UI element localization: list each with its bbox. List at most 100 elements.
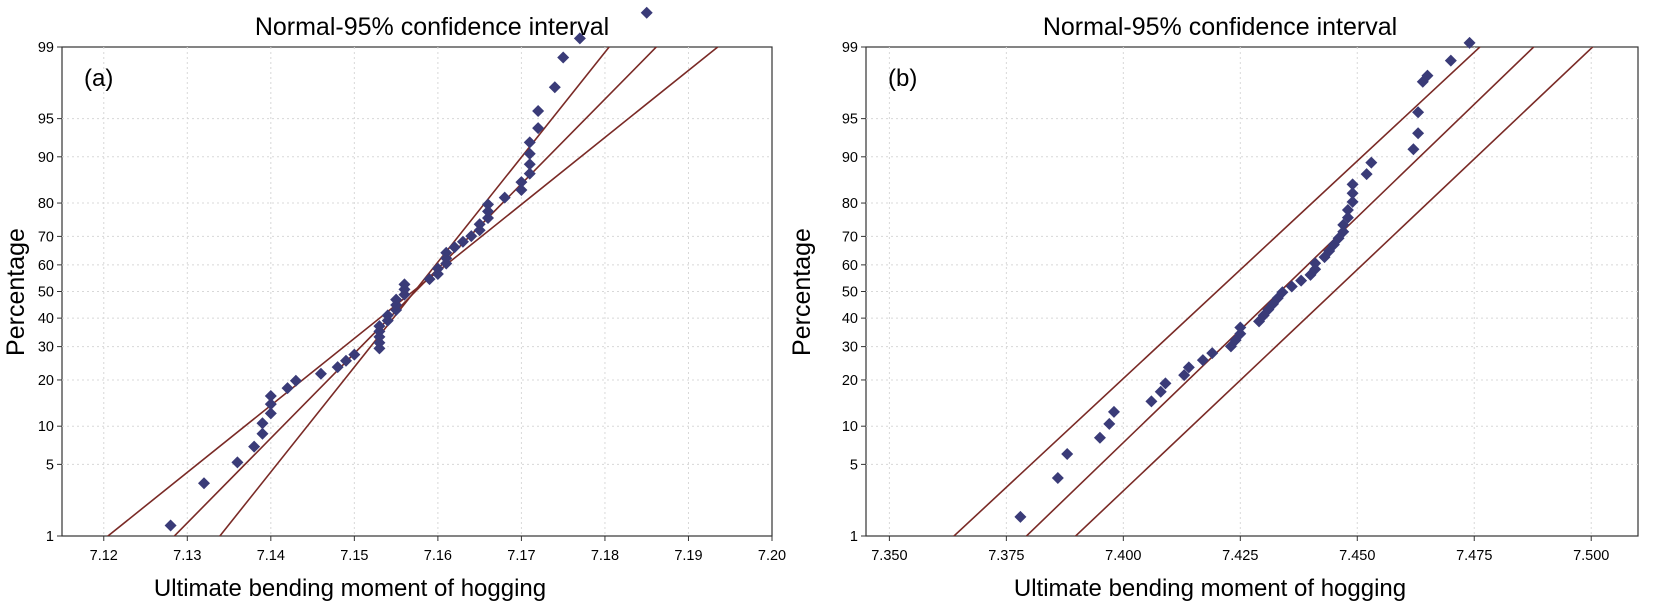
data-point-a-0 (164, 519, 177, 532)
data-point-b-35 (1341, 203, 1354, 216)
data-point-b-32 (1337, 225, 1350, 238)
data-point-a-45 (523, 167, 536, 180)
data-point-b-45 (1421, 69, 1434, 82)
data-point-b-46 (1444, 54, 1457, 67)
data-point-b-4 (1103, 417, 1116, 430)
x-tick-label-b-5: 7.475 (1456, 548, 1492, 564)
x-tick-label-a-7: 7.19 (674, 548, 702, 564)
data-point-b-15 (1234, 327, 1247, 340)
y-tick-label-a-9: 80 (38, 196, 54, 212)
y-tick-label-a-4: 30 (38, 340, 54, 356)
data-point-b-41 (1407, 143, 1420, 156)
data-point-a-46 (523, 158, 536, 171)
data-point-a-43 (515, 183, 528, 196)
data-point-b-42 (1412, 127, 1425, 140)
data-point-a-42 (498, 191, 511, 204)
data-point-b-23 (1285, 280, 1298, 293)
data-points-b (1014, 36, 1476, 523)
panel-b: Normal-95% confidence interval 1 5 10 20 30 4… (788, 13, 1639, 602)
data-point-b-3 (1093, 431, 1106, 444)
x-tick-label-a-8: 7.20 (758, 548, 786, 564)
y-tick-label-b-0: 1 (850, 529, 858, 545)
data-point-b-34 (1341, 211, 1354, 224)
data-point-b-40 (1365, 156, 1378, 169)
y-tick-label-b-8: 70 (842, 229, 858, 245)
y-tick-label-a-5: 40 (38, 311, 54, 327)
y-tick-label-b-3: 20 (842, 373, 858, 389)
data-point-a-3 (248, 440, 261, 453)
x-tick-label-a-3: 7.15 (340, 548, 368, 564)
data-point-b-1 (1051, 471, 1064, 484)
data-point-a-10 (289, 374, 302, 387)
data-point-a-12 (331, 361, 344, 374)
panel-label-a: (a) (84, 65, 113, 92)
y-tick-label-a-12: 99 (38, 40, 54, 56)
data-point-a-52 (557, 51, 570, 64)
x-tick-label-a-5: 7.17 (507, 548, 535, 564)
data-point-a-36 (465, 230, 478, 243)
grid-a (62, 47, 772, 536)
y-tick-label-a-7: 60 (38, 258, 54, 274)
data-point-b-8 (1159, 377, 1172, 390)
y-axis-label-a: Percentage (2, 228, 30, 356)
data-point-a-7 (264, 398, 277, 411)
y-tick-label-a-0: 1 (46, 529, 54, 545)
data-point-a-53 (573, 32, 586, 45)
data-point-a-21 (381, 309, 394, 322)
x-axis-label-a: Ultimate bending moment of hogging (154, 575, 546, 602)
data-point-a-34 (448, 241, 461, 254)
x-axis-label-b: Ultimate bending moment of hogging (1014, 575, 1406, 602)
x-tick-label-a-0: 7.12 (90, 548, 118, 564)
y-tick-label-b-1: 5 (850, 457, 858, 473)
x-tick-label-b-4: 7.450 (1339, 548, 1375, 564)
data-point-a-4 (256, 427, 269, 440)
data-point-a-1 (198, 477, 210, 490)
data-point-b-9 (1178, 369, 1191, 382)
x-tick-label-b-0: 7.350 (871, 548, 907, 564)
data-point-b-43 (1412, 106, 1425, 119)
chart-title-b: Normal-95% confidence interval (1043, 13, 1397, 41)
data-point-a-30 (431, 262, 444, 275)
data-point-a-24 (390, 293, 403, 306)
data-point-b-37 (1346, 187, 1359, 200)
y-tick-label-a-10: 90 (38, 150, 54, 166)
x-tick-label-b-6: 7.500 (1573, 548, 1609, 564)
data-point-a-44 (515, 176, 528, 189)
y-tick-label-b-9: 80 (842, 196, 858, 212)
y-tick-label-b-2: 10 (842, 419, 858, 435)
y-tick-label-a-3: 20 (38, 373, 54, 389)
chart-title-a: Normal-95% confidence interval (255, 13, 609, 41)
data-point-b-7 (1154, 385, 1167, 398)
data-point-b-2 (1061, 448, 1074, 461)
data-point-a-2 (231, 456, 244, 469)
data-point-a-39 (482, 211, 494, 224)
x-tick-label-b-2: 7.400 (1105, 548, 1141, 564)
data-point-b-27 (1309, 257, 1322, 270)
data-point-a-11 (314, 367, 327, 380)
data-point-a-35 (456, 235, 469, 248)
y-tick-label-b-4: 30 (842, 340, 858, 356)
data-point-a-14 (348, 348, 361, 361)
data-point-b-6 (1145, 395, 1158, 408)
data-point-a-47 (523, 147, 536, 160)
data-point-b-39 (1360, 168, 1373, 181)
data-point-a-5 (256, 417, 269, 430)
data-points-a (164, 6, 653, 532)
y-tick-label-a-11: 95 (38, 112, 54, 128)
y-ticks-b: 1 5 10 20 30 40 50 60 70 80 90 95 99 (842, 40, 866, 545)
ci-upper-line-a (218, 47, 611, 536)
panel-label-b: (b) (888, 65, 917, 92)
data-point-b-47 (1463, 36, 1476, 49)
data-point-a-13 (340, 354, 352, 367)
y-axis-label-b: Percentage (788, 228, 816, 356)
confidence-band-a (106, 47, 719, 536)
x-ticks-b: 7.350 7.375 7.400 7.425 7.450 7.475 7.500 (871, 536, 1609, 564)
data-point-a-54 (640, 6, 653, 19)
x-tick-label-b-3: 7.425 (1222, 548, 1258, 564)
y-tick-label-a-1: 5 (46, 457, 54, 473)
data-point-a-49 (532, 122, 545, 135)
data-point-b-11 (1196, 354, 1209, 367)
x-tick-label-a-2: 7.14 (257, 548, 285, 564)
data-point-a-40 (482, 205, 494, 218)
